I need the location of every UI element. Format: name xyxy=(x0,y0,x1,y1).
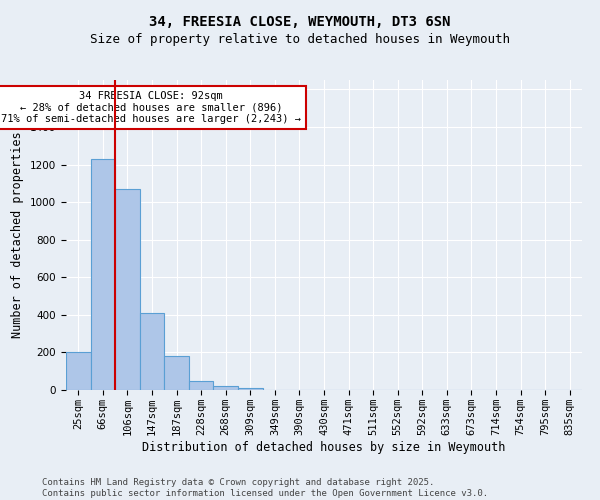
Bar xyxy=(140,313,164,390)
Text: Size of property relative to detached houses in Weymouth: Size of property relative to detached ho… xyxy=(90,32,510,46)
Y-axis label: Number of detached properties: Number of detached properties xyxy=(11,132,25,338)
Bar xyxy=(189,380,214,390)
X-axis label: Distribution of detached houses by size in Weymouth: Distribution of detached houses by size … xyxy=(142,440,506,454)
Text: Contains HM Land Registry data © Crown copyright and database right 2025.
Contai: Contains HM Land Registry data © Crown c… xyxy=(42,478,488,498)
Text: 34, FREESIA CLOSE, WEYMOUTH, DT3 6SN: 34, FREESIA CLOSE, WEYMOUTH, DT3 6SN xyxy=(149,15,451,29)
Bar xyxy=(164,356,189,390)
Bar xyxy=(115,189,140,390)
Bar xyxy=(214,386,238,390)
Text: 34 FREESIA CLOSE: 92sqm
← 28% of detached houses are smaller (896)
71% of semi-d: 34 FREESIA CLOSE: 92sqm ← 28% of detache… xyxy=(1,91,301,124)
Bar xyxy=(238,388,263,390)
Bar xyxy=(66,352,91,390)
Bar xyxy=(91,159,115,390)
